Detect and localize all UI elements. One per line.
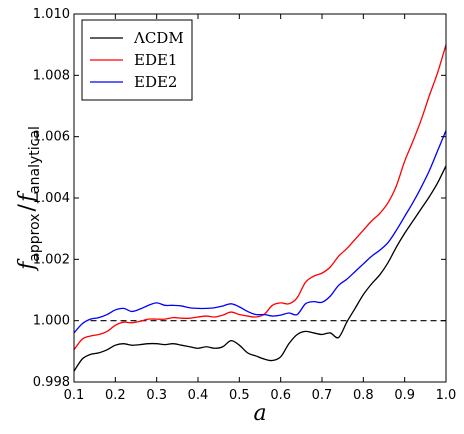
x-tick-label: 0.2 bbox=[105, 388, 126, 403]
legend-label-ede2: EDE2 bbox=[134, 73, 177, 91]
x-tick-label: 1.0 bbox=[436, 388, 457, 403]
y-axis-label-sub2: analytical bbox=[27, 126, 43, 194]
y-tick-label: 1.010 bbox=[33, 7, 70, 22]
x-tick-label: 0.6 bbox=[270, 388, 291, 403]
series-line-2 bbox=[74, 130, 446, 334]
y-tick-label: 1.006 bbox=[33, 130, 70, 145]
x-tick-label: 0.4 bbox=[188, 388, 209, 403]
series-layer bbox=[74, 44, 446, 372]
series-line-1 bbox=[74, 44, 446, 351]
y-tick-label: 1.004 bbox=[33, 191, 70, 206]
svg-text:fapprox/fanalytical: fapprox/fanalytical bbox=[15, 126, 43, 272]
y-axis-label: fapprox/fanalytical bbox=[15, 126, 43, 272]
legend: ΛCDM EDE1 EDE2 bbox=[81, 19, 193, 101]
series-line-0 bbox=[74, 165, 446, 372]
y-axis-label-sub1: approx bbox=[27, 213, 43, 261]
y-tick-label: 1.002 bbox=[33, 252, 70, 267]
x-axis-label: a bbox=[253, 401, 266, 426]
tick-layer: 0.1 0.2 0.3 0.4 0.5 0.6 0.7 0.8 0.9 1.0 0.998 1.000… bbox=[33, 7, 457, 403]
x-tick-label: 0.9 bbox=[394, 388, 415, 403]
x-tick-label: 0.1 bbox=[64, 388, 85, 403]
x-tick-label: 0.8 bbox=[353, 388, 374, 403]
x-tick-label: 0.3 bbox=[146, 388, 167, 403]
y-tick-label: 0.998 bbox=[33, 375, 70, 390]
x-tick-label: 0.7 bbox=[312, 388, 333, 403]
y-tick-label: 1.008 bbox=[33, 68, 70, 83]
x-tick-label: 0.5 bbox=[229, 388, 250, 403]
legend-label-lcdm: ΛCDM bbox=[133, 29, 184, 47]
y-axis-label-slash: / bbox=[15, 203, 40, 211]
y-tick-label: 1.000 bbox=[33, 314, 70, 329]
legend-label-ede1: EDE1 bbox=[134, 51, 177, 69]
